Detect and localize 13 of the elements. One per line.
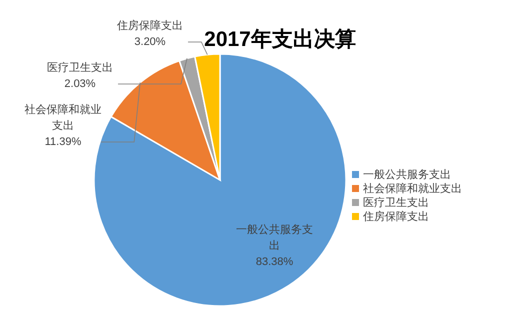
data-label: 3.20% (134, 36, 166, 48)
slice-label: 社会保障和就业支出 (24, 104, 102, 132)
legend-label: 一般公共服务支出 (363, 168, 451, 181)
slice-label: 一般公共服务支出 (236, 224, 314, 252)
data-label: 11.39% (44, 136, 82, 148)
slice-label: 医疗卫生支出 (47, 62, 113, 74)
data-label: 83.38% (256, 256, 294, 268)
legend-label: 医疗卫生支出 (363, 196, 429, 209)
slice-label: 住房保障支出 (117, 20, 183, 32)
chart-title: 2017年支出决算 (204, 28, 356, 51)
legend-label: 住房保障支出 (363, 210, 429, 223)
legend-label: 社会保障和就业支出 (363, 182, 462, 195)
data-label: 2.03% (64, 78, 96, 90)
